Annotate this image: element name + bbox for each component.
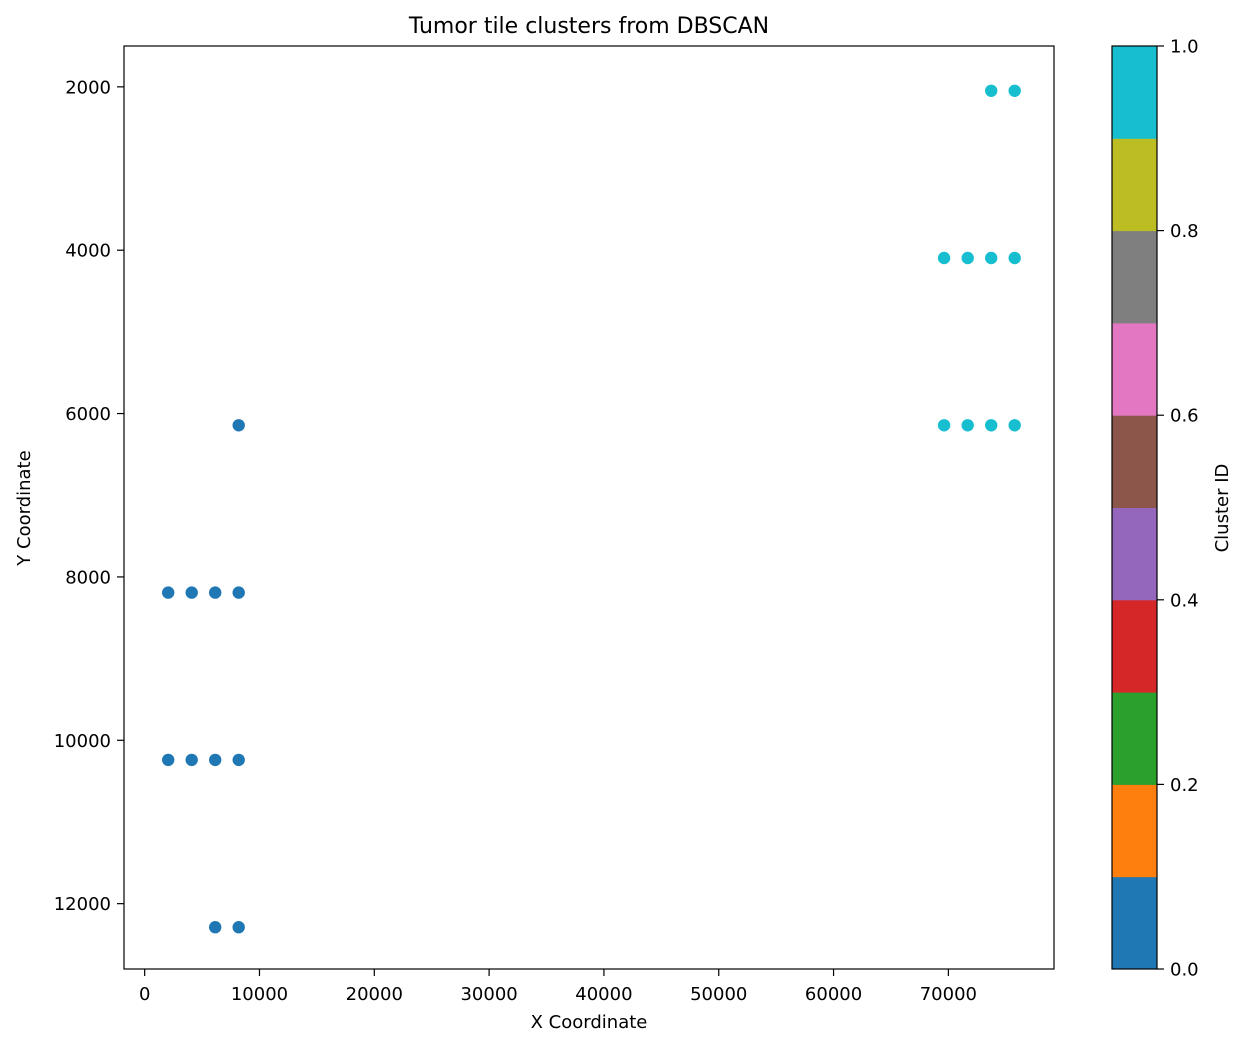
x-axis: 0 10000 20000 30000 40000 50000 60000 70000: [139, 969, 977, 1005]
y-axis: 2000 4000 6000 8000 10000 12000: [54, 77, 124, 915]
chart-title: Tumor tile clusters from DBSCAN: [408, 14, 769, 39]
x-tick-label: 40000: [575, 984, 632, 1005]
colorbar-segment: [1112, 230, 1157, 324]
x-tick-label: 20000: [346, 984, 403, 1005]
colorbar: 0.0 0.2 0.4 0.6 0.8 1.0: [1111, 37, 1199, 981]
colorbar-segment: [1112, 46, 1157, 139]
colorbar-segment: [1112, 599, 1157, 693]
x-tick-label: 30000: [460, 984, 517, 1005]
data-point-cluster-1: [1008, 419, 1021, 432]
plot-area: [123, 45, 1055, 970]
y-tick-label: 4000: [65, 241, 111, 262]
data-point-cluster-1: [937, 419, 951, 432]
colorbar-tick-label: 0.2: [1170, 775, 1199, 796]
x-tick-label: 0: [139, 984, 150, 1005]
colorbar-segment: [1112, 784, 1157, 878]
plot-frame: [123, 45, 1055, 970]
data-point-cluster-0: [232, 419, 245, 432]
y-tick-label: 6000: [65, 404, 111, 425]
y-tick-label: 10000: [54, 731, 111, 752]
y-tick-label: 2000: [65, 77, 111, 98]
x-tick-label: 10000: [231, 984, 288, 1005]
data-point-cluster-1: [985, 251, 998, 265]
x-tick-label: 50000: [690, 984, 747, 1005]
data-point-cluster-0: [209, 921, 222, 934]
data-point-cluster-1: [1008, 84, 1021, 98]
data-point-cluster-0: [209, 586, 222, 599]
data-point-cluster-0: [232, 586, 245, 599]
data-point-cluster-1: [937, 251, 951, 265]
x-tick-label: 60000: [805, 984, 862, 1005]
data-point-cluster-1: [985, 419, 998, 432]
data-point-cluster-1: [961, 419, 974, 432]
colorbar-tick-label: 0.4: [1170, 590, 1199, 611]
colorbar-segment: [1112, 138, 1157, 232]
colorbar-tick-label: 0.8: [1170, 221, 1199, 242]
data-point-cluster-0: [162, 753, 175, 767]
data-point-cluster-0: [209, 753, 222, 767]
colorbar-label: Cluster ID: [1212, 464, 1233, 553]
data-point-cluster-0: [232, 753, 245, 767]
y-axis-label: Y Coordinate: [14, 450, 35, 566]
y-tick-label: 8000: [65, 567, 111, 588]
data-points: [162, 84, 1021, 934]
data-point-cluster-1: [985, 84, 998, 98]
x-tick-label: 70000: [920, 984, 977, 1005]
colorbar-segment: [1112, 507, 1157, 601]
colorbar-segment: [1112, 415, 1157, 508]
data-point-cluster-0: [162, 586, 175, 599]
colorbar-tick-label: 1.0: [1170, 37, 1199, 58]
data-point-cluster-1: [1008, 251, 1021, 265]
y-tick-label: 12000: [54, 894, 111, 915]
data-point-cluster-0: [185, 753, 198, 767]
colorbar-tick-label: 0.6: [1170, 406, 1199, 427]
colorbar-segment: [1112, 876, 1157, 970]
data-point-cluster-0: [185, 586, 198, 599]
data-point-cluster-1: [961, 251, 974, 265]
colorbar-segment: [1112, 322, 1157, 416]
colorbar-segment: [1112, 692, 1157, 785]
colorbar-tick-label: 0.0: [1170, 960, 1199, 981]
x-axis-label: X Coordinate: [531, 1012, 648, 1033]
data-point-cluster-0: [232, 921, 245, 934]
colorbar-frame: [1111, 45, 1158, 970]
